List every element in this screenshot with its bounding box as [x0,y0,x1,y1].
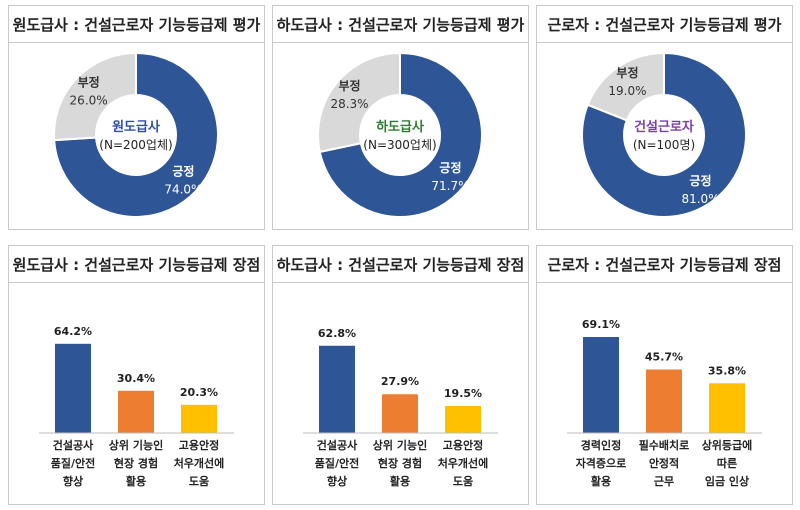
bar-value-label: 27.9% [381,375,419,388]
bar-category-label: 임금 인상 [705,474,749,488]
slice-label: 긍정 [439,160,461,175]
bar-value-label: 69.1% [582,318,620,331]
donut-slice-positive [581,51,747,218]
donut-slice-negative [53,51,137,142]
slice-value-label: 28.3% [330,97,368,111]
donut-center-sample-size: (N=200업체) [99,138,172,152]
donut-chart-sub: 긍정 71.7% 부정 28.3% 하도급사 (N=300업체) [317,51,483,218]
donut-chart-prime: 긍정 74.0% 부정 26.0% 원도급사 (N=200업체) [53,51,219,218]
bar-category-label: 상위등급에 [702,438,753,452]
donut-chart-worker: 긍정 81.0% 부정 19.0% 건설근로자 (N=100명) [581,51,747,218]
bar-category-label: 고용안정 [443,438,483,452]
bar-category-label: 자격증으로 [576,456,627,470]
bar-category-label: 현장 경험 [114,456,158,470]
bar [319,345,355,433]
donut-center-sample-size: (N=300업체) [363,138,436,152]
bar-category-label: 향상 [327,474,347,488]
donut-center-sample-size: (N=100명) [633,138,695,152]
chart-title: 원도급사 : 건설근로자 기능등급제 평가 [9,6,264,43]
slice-value-label: 81.0% [681,192,719,206]
bar-value-label: 20.3% [180,386,218,399]
bar-category-label: 안정적 [649,456,679,470]
slice-value-label: 19.0% [608,84,646,98]
bar-value-label: 35.8% [708,364,746,377]
slice-value-label: 74.0% [164,182,202,196]
bar-category-label: 도움 [453,475,473,488]
bar-category-label: 현장 경험 [378,456,422,470]
donut-center-name: 원도급사 [112,119,160,135]
slice-value-label: 26.0% [70,94,108,108]
donut-slice-negative [586,51,665,122]
slice-value-label: 71.7% [431,179,469,193]
bar [118,390,154,433]
slice-label: 부정 [338,78,360,93]
chart-title: 하도급사 : 건설근로자 기능등급제 장점 [273,246,528,283]
bar-category-label: 필수배치로 [639,438,690,452]
bar [382,394,418,433]
bar-category-label: 경력인정 [581,438,621,452]
bar [646,369,682,433]
bar-category-label: 처우개선에 [438,456,489,470]
bar [445,405,481,433]
donut-center-name: 하도급사 [376,119,424,135]
slice-label: 부정 [616,65,638,80]
bar-category-label: 향상 [63,474,83,488]
chart-title: 하도급사 : 건설근로자 기능등급제 평가 [273,6,528,43]
bar-category-label: 품질/안전 [315,456,360,470]
donut-center-name: 건설근로자 [634,119,694,135]
bar-category-label: 처우개선에 [174,456,225,470]
donut-panel-sub: 하도급사 : 건설근로자 기능등급제 평가 긍정 71.7% 부정 28.3% 하도급사… [272,5,529,230]
bar-value-label: 62.8% [318,327,356,340]
bar-category-label: 품질/안전 [51,456,96,470]
bar [709,383,745,433]
donut-slice-positive [318,51,483,218]
donut-panel-prime: 원도급사 : 건설근로자 기능등급제 평가 긍정 74.0% 부정 26.0% 원도급사… [8,5,265,230]
bar-category-label: 상위 기능인 [109,438,163,452]
chart-title: 원도급사 : 건설근로자 기능등급제 장점 [9,246,264,283]
bar [181,404,217,433]
bar [55,343,91,433]
donut-panel-worker: 근로자 : 건설근로자 기능등급제 평가 긍정 81.0% 부정 19.0% 건설근로자… [536,5,793,230]
donut-slice-negative [317,51,401,154]
slice-label: 긍정 [172,163,194,178]
bar-category-label: 건설공사 [53,438,94,452]
bar-value-label: 64.2% [54,325,92,338]
bar-category-label: 활용 [390,474,410,488]
bar-category-label: 상위 기능인 [373,438,427,452]
donut-slice-positive [53,51,219,218]
bar-category-label: 활용 [591,474,611,488]
bar [583,337,619,433]
bar-value-label: 19.5% [444,387,482,400]
bar-category-label: 근무 [654,475,674,488]
bar-category-label: 도움 [189,475,209,488]
bar-category-label: 건설공사 [317,438,358,452]
bar-category-label: 활용 [126,474,146,488]
bar-category-label: 따른 [717,456,737,470]
slice-label: 부정 [78,75,100,90]
slice-label: 긍정 [689,173,711,188]
bar-value-label: 30.4% [117,372,155,385]
chart-title: 근로자 : 건설근로자 기능등급제 장점 [537,246,792,283]
bar-category-label: 고용안정 [179,438,219,452]
chart-title: 근로자 : 건설근로자 기능등급제 평가 [537,6,792,43]
bar-value-label: 45.7% [645,351,683,364]
